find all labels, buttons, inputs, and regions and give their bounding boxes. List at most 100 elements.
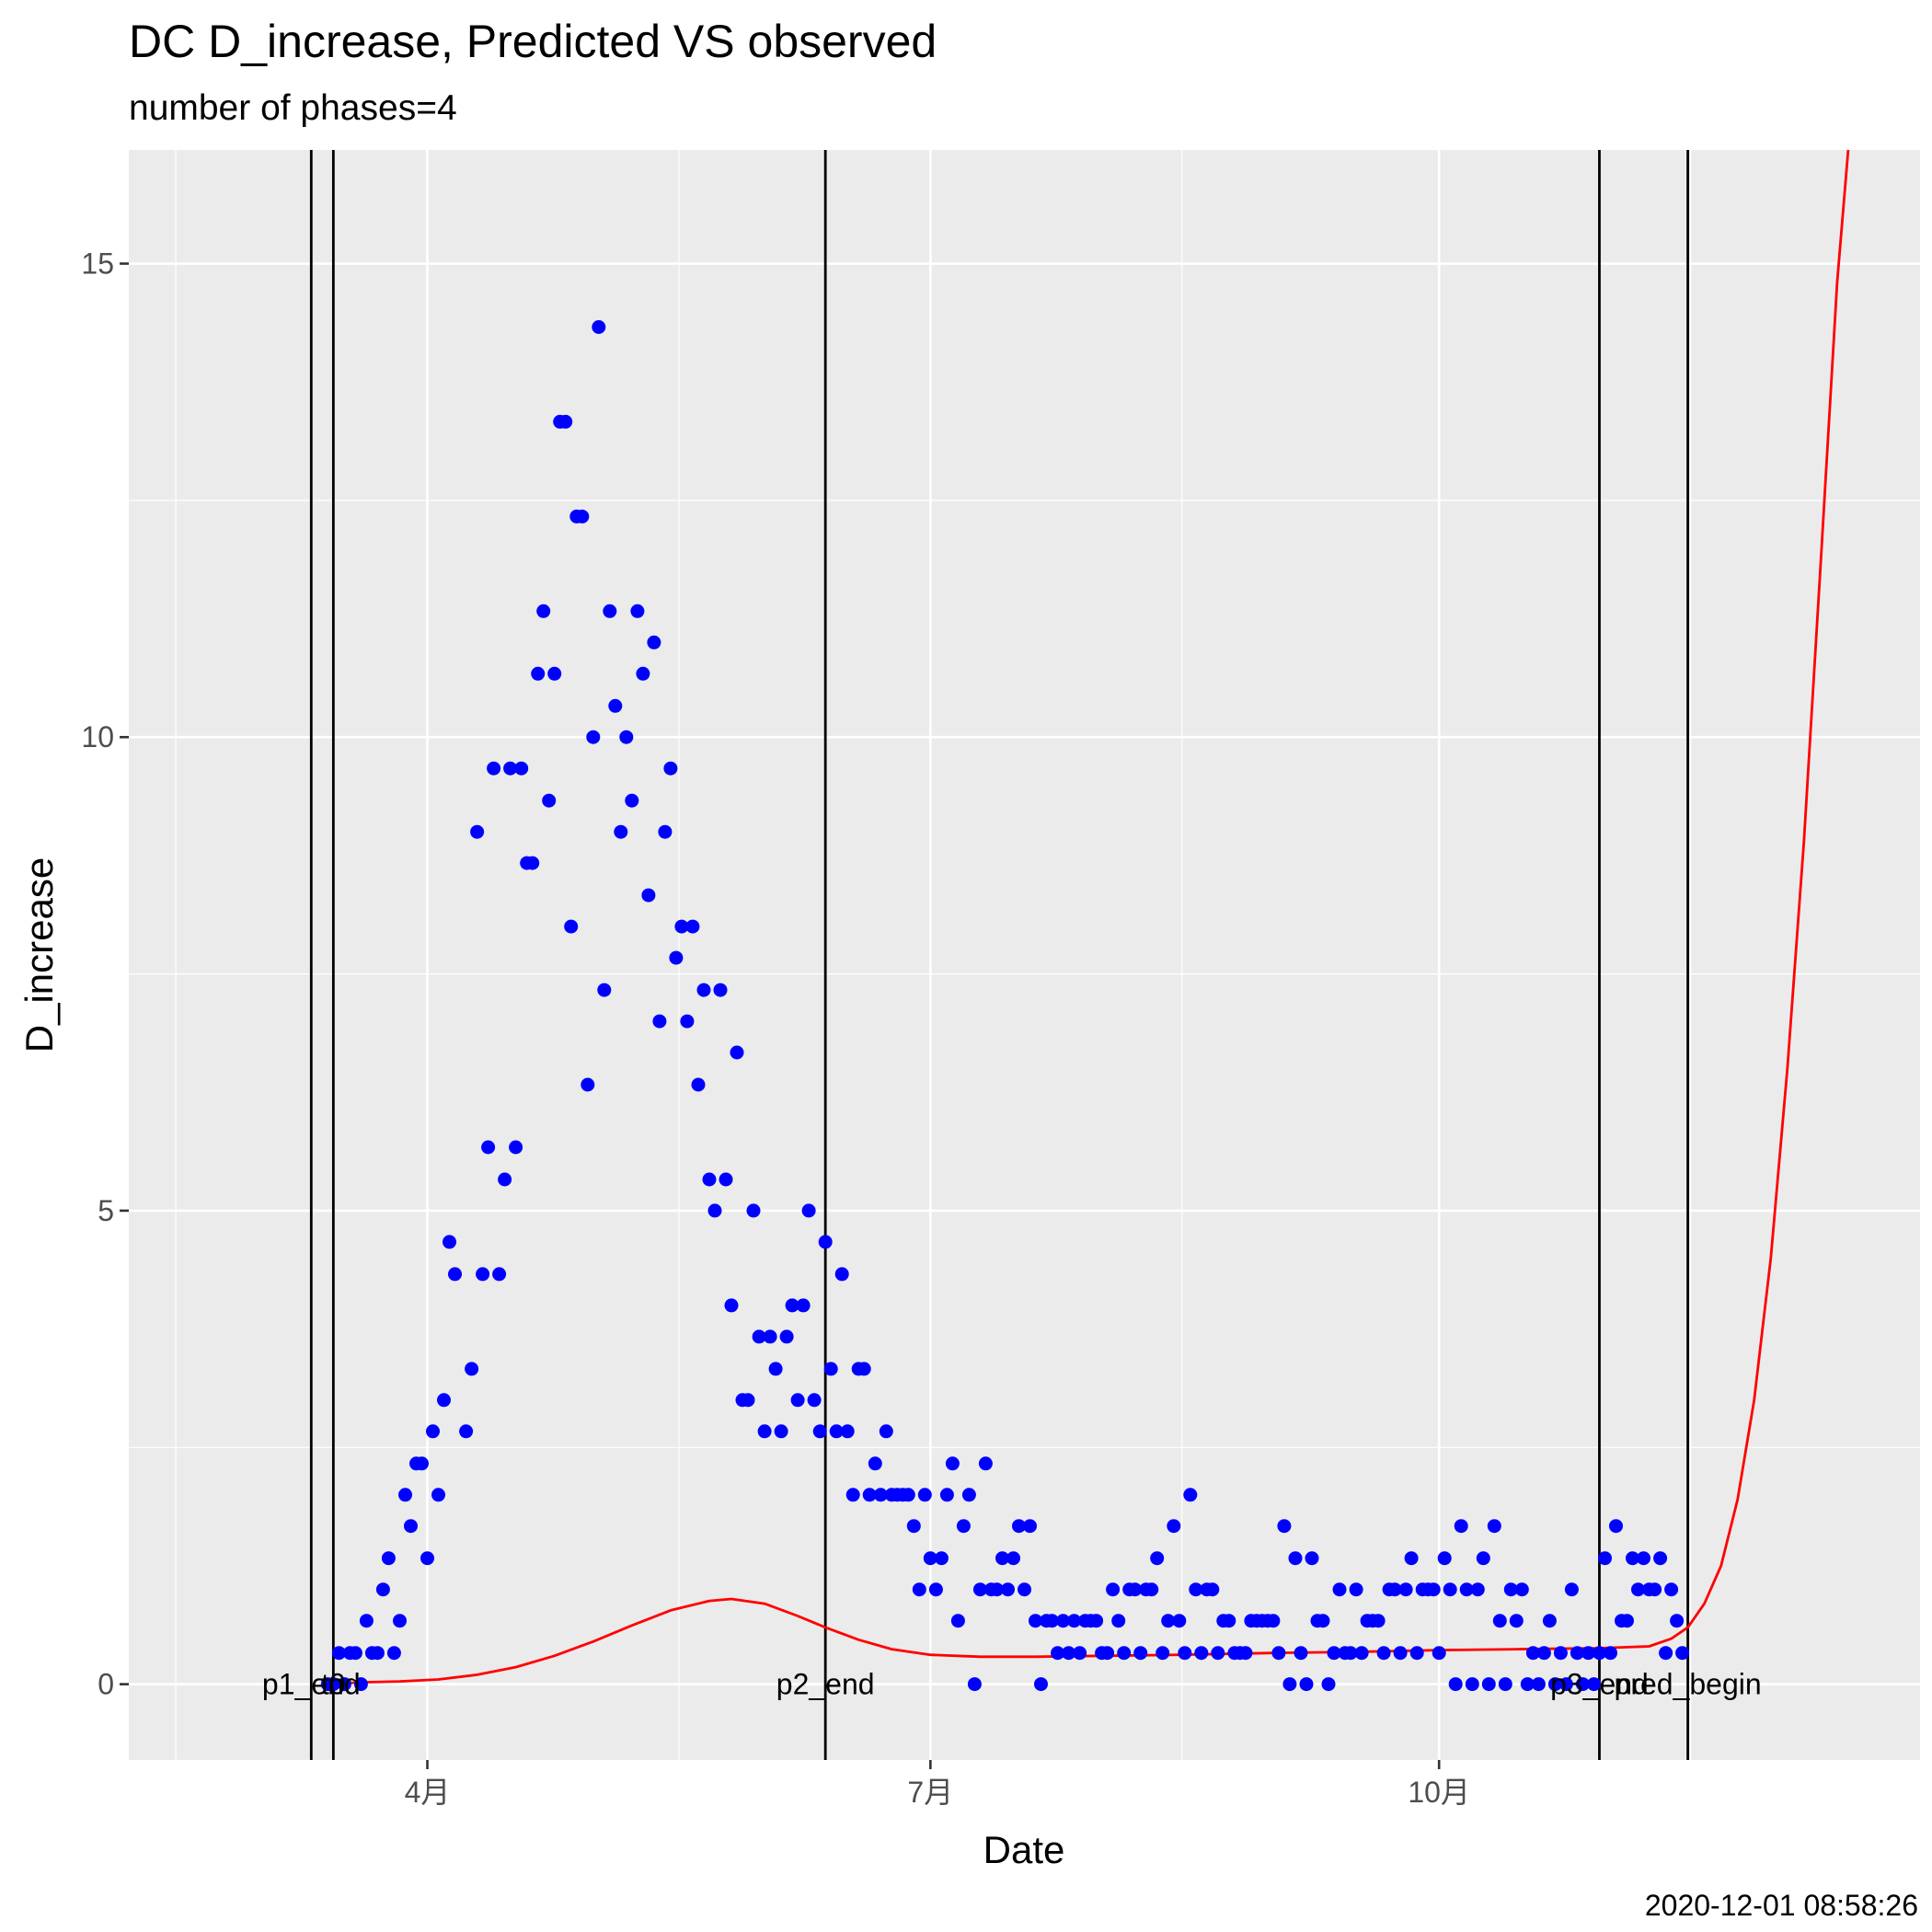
observed-point [1637, 1551, 1650, 1566]
observed-point [1349, 1582, 1363, 1597]
observed-point [702, 1172, 717, 1187]
observed-point [1161, 1614, 1176, 1628]
observed-point [1327, 1646, 1341, 1661]
observed-point [1266, 1614, 1281, 1628]
observed-point [1604, 1646, 1617, 1661]
observed-point [470, 824, 485, 839]
observed-point [597, 983, 612, 997]
observed-point [448, 1267, 462, 1282]
observed-point [1056, 1614, 1071, 1628]
observed-point [829, 1424, 844, 1439]
observed-point [934, 1551, 949, 1566]
observed-point [1626, 1551, 1639, 1566]
observed-point [1106, 1582, 1121, 1597]
observed-point [1470, 1582, 1485, 1597]
observed-point [724, 1298, 739, 1313]
observed-point [1111, 1614, 1126, 1628]
phase-marker-label: p3_end [1550, 1668, 1649, 1701]
observed-point [845, 1488, 860, 1502]
observed-point [901, 1488, 915, 1502]
timestamp-caption: 2020-12-01 08:58:26 [1645, 1889, 1918, 1922]
observed-point [658, 824, 673, 839]
observed-point [476, 1267, 490, 1282]
observed-point [1222, 1614, 1236, 1628]
observed-point [503, 761, 518, 776]
observed-point [990, 1582, 1004, 1597]
observed-point [857, 1362, 871, 1376]
observed-point [393, 1614, 407, 1628]
observed-point [1659, 1646, 1673, 1661]
observed-point [1178, 1646, 1192, 1661]
observed-point [790, 1393, 805, 1408]
observed-point [1277, 1519, 1292, 1534]
observed-point [1167, 1519, 1181, 1534]
observed-point [1023, 1519, 1037, 1534]
observed-point [381, 1551, 396, 1566]
observed-point [1675, 1646, 1690, 1661]
observed-point [1593, 1646, 1606, 1661]
observed-point [1443, 1582, 1457, 1597]
observed-point [1620, 1614, 1634, 1628]
phase-marker-label: p2_end [776, 1668, 875, 1701]
observed-point [1553, 1646, 1568, 1661]
observed-point [923, 1551, 937, 1566]
observed-point [525, 856, 540, 870]
y-tick-label: 10 [81, 720, 114, 753]
observed-point [337, 1677, 351, 1692]
observed-point [625, 793, 639, 808]
observed-point [359, 1614, 374, 1628]
observed-point [1073, 1646, 1087, 1661]
observed-point [1156, 1646, 1170, 1661]
observed-point [1128, 1582, 1143, 1597]
observed-point [326, 1677, 340, 1692]
observed-point [1503, 1582, 1518, 1597]
observed-point [1294, 1646, 1308, 1661]
observed-point [1487, 1519, 1501, 1534]
observed-point [757, 1424, 772, 1439]
observed-point [652, 1014, 667, 1029]
observed-point [1371, 1614, 1386, 1628]
observed-point [1117, 1646, 1132, 1661]
observed-point [536, 604, 551, 618]
observed-point [542, 793, 557, 808]
observed-point [862, 1488, 877, 1502]
observed-point [514, 761, 529, 776]
observed-point [636, 666, 650, 681]
observed-point [370, 1646, 385, 1661]
observed-point [801, 1203, 816, 1218]
observed-point [995, 1551, 1009, 1566]
x-tick-label: 7月 [907, 1776, 953, 1809]
observed-point [1393, 1646, 1408, 1661]
observed-point [879, 1424, 893, 1439]
observed-point [1547, 1677, 1562, 1692]
observed-point [906, 1519, 921, 1534]
observed-point [1536, 1646, 1551, 1661]
observed-point [547, 666, 562, 681]
observed-point [741, 1393, 755, 1408]
x-axis-title: Date [983, 1828, 1065, 1871]
observed-point [1609, 1519, 1623, 1534]
observed-point [1034, 1677, 1048, 1692]
observed-point [1598, 1551, 1612, 1566]
observed-point [868, 1456, 882, 1471]
observed-point [1520, 1677, 1535, 1692]
observed-point [1476, 1551, 1490, 1566]
observed-point [619, 730, 634, 744]
observed-point [1205, 1582, 1220, 1597]
observed-point [1282, 1677, 1297, 1692]
observed-point [1664, 1582, 1679, 1597]
observed-point [1288, 1551, 1303, 1566]
observed-point [967, 1677, 982, 1692]
observed-point [961, 1488, 976, 1502]
observed-point [1018, 1582, 1031, 1597]
observed-point [823, 1362, 838, 1376]
observed-point [1648, 1582, 1662, 1597]
observed-point [404, 1519, 418, 1534]
observed-point [647, 635, 661, 650]
observed-point [945, 1456, 960, 1471]
observed-point [1144, 1582, 1159, 1597]
observed-point [812, 1424, 827, 1439]
observed-point [1321, 1677, 1336, 1692]
y-tick-label: 15 [81, 247, 114, 281]
observed-point [1376, 1646, 1391, 1661]
